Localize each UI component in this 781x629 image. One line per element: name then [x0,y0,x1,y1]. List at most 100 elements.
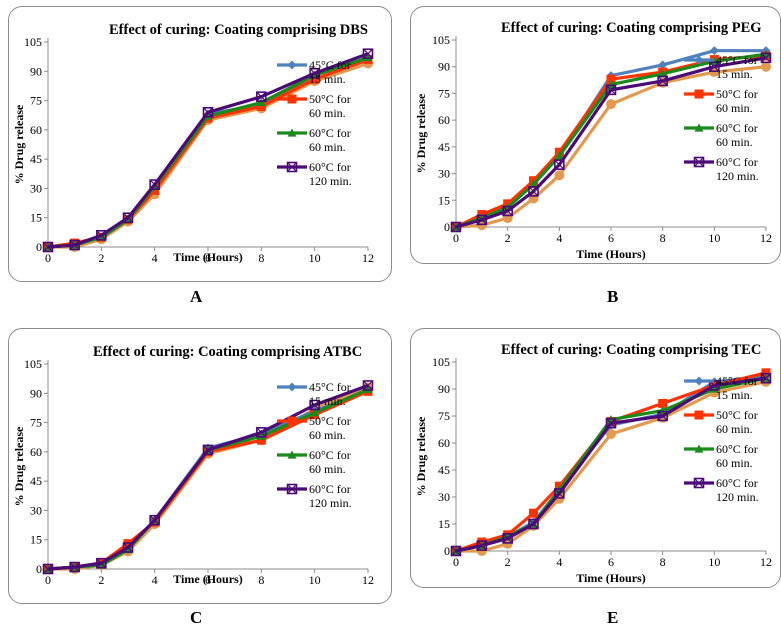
y-tick-label: 0 [36,562,42,576]
legend-marker [693,156,705,168]
legend-key [684,410,714,420]
x-tick-label: 0 [45,251,51,265]
data-point [96,557,107,569]
data-point [256,435,266,445]
y-tick-label: 105 [432,33,450,47]
x-tick-label: 12 [362,251,374,265]
data-point [476,540,488,551]
panel-letter-c: C [190,608,203,627]
legend-label-line2: 60 min. [716,422,753,436]
x-tick-label: 8 [660,231,666,245]
series-line [48,61,369,249]
legend-label-line2: 60 min. [309,140,346,154]
chart-panel-peg: Effect of curing: Coating comprising PEG… [410,6,781,264]
legend-label-line2: 15 min. [716,388,753,402]
legend-key [684,376,714,386]
y-axis-label: % Drug release [12,426,26,506]
data-point [554,488,565,499]
panel-letter-e: E [607,608,619,627]
y-tick-label: 15 [30,211,42,225]
y-tick-label: 0 [444,220,450,234]
legend-label-line1: 50°C for [309,92,351,106]
legend-marker [694,55,704,65]
y-tick-label: 0 [36,240,42,254]
data-point [761,368,771,378]
x-tick-label: 0 [453,555,459,569]
y-tick-label: 0 [444,544,450,558]
legend-marker [287,128,297,137]
legend-marker [287,60,297,70]
data-point [657,75,668,87]
y-tick-label: 90 [30,386,42,400]
legend-marker [693,477,705,489]
data-point [450,545,462,557]
chart-title: Effect of curing: Coating comprising ATB… [93,344,362,360]
legend-label-line2: 15 min. [309,394,346,408]
y-tick-label: 60 [438,436,450,450]
data-point [554,170,565,181]
y-tick-label: 75 [438,86,450,100]
data-point [502,533,513,544]
y-tick-label: 90 [30,64,42,78]
y-tick-label: 30 [438,490,450,504]
chart-title: Effect of curing: Coating comprising DBS [109,22,368,38]
x-tick-label: 6 [608,555,614,569]
x-tick-label: 10 [309,573,321,587]
series-4 [450,372,772,557]
data-point [122,212,134,224]
y-tick-label: 60 [438,113,450,127]
data-point [606,74,616,84]
chart-panel-dbs: Effect of curing: Coating comprising DBS… [8,6,392,282]
data-point [709,61,720,73]
legend-key [277,382,307,392]
chart-svg-atbc: Effect of curing: Coating comprising ATB… [12,344,374,587]
legend-marker [694,444,704,453]
chart-title: Effect of curing: Coating comprising PEG [501,20,762,36]
legend-label-line1: 60°C for [716,155,758,169]
series-5 [43,58,373,252]
data-point [529,508,538,518]
data-point [310,408,320,417]
chart-svg-dbs: Effect of curing: Coating comprising DBS… [12,22,374,265]
legend-label-line2: 120 min. [309,496,352,510]
y-tick-label: 75 [438,409,450,423]
legend-key [684,156,714,168]
series-4 [42,48,374,253]
data-point [69,239,80,251]
y-tick-label: 105 [432,355,450,369]
series-4 [42,380,374,575]
data-point [69,561,80,573]
data-point [96,229,107,241]
legend-key [277,483,307,495]
data-point [605,84,617,96]
y-tick-label: 15 [438,517,450,531]
y-tick-label: 30 [30,503,42,517]
x-tick-label: 12 [760,231,772,245]
data-point [761,61,771,72]
legend-label-line2: 60 min. [309,462,346,476]
data-point [256,98,266,107]
legend-marker [287,94,297,104]
legend-key [684,444,714,453]
data-point [362,48,374,60]
x-tick-label: 12 [760,555,772,569]
data-point [658,398,668,408]
y-axis-label: % Drug release [414,416,428,496]
data-point [657,410,668,422]
y-tick-label: 45 [30,474,42,488]
legend-label-line2: 120 min. [716,169,759,183]
data-point [760,52,772,64]
y-tick-label: 90 [438,382,450,396]
x-axis-label: Time (Hours) [576,247,645,261]
data-point [256,101,266,111]
chart-title: Effect of curing: Coating comprising TEC [501,342,761,358]
legend-label-line2: 15 min. [716,67,753,81]
legend-label-line2: 60 min. [716,101,753,115]
legend-marker [287,416,297,426]
x-axis-label: Time (Hours) [173,572,242,586]
y-tick-label: 45 [30,152,42,166]
y-tick-label: 60 [30,123,42,137]
x-tick-label: 10 [309,251,321,265]
data-point [658,60,668,70]
x-tick-label: 4 [152,573,158,587]
